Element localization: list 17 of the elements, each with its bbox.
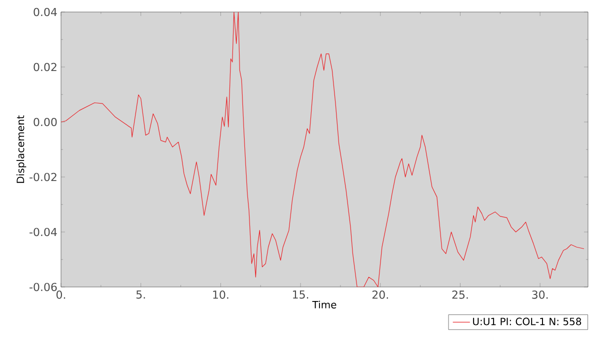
y-tick-label: 0.00 — [34, 118, 57, 126]
y-tick-label: -0.02 — [30, 172, 56, 182]
y-tick-label: 0.02 — [34, 62, 56, 72]
x-tick-label: 15. — [293, 290, 308, 299]
x-tick-label: 5. — [136, 290, 145, 299]
y-tick-label: -0.04 — [30, 228, 57, 236]
legend-label: U:U1 PI: COL-1 N: 558 — [473, 318, 582, 326]
y-axis-title: Displacement — [16, 115, 26, 183]
x-tick-label: 20. — [372, 290, 388, 299]
y-tick-label: 0.04 — [34, 8, 57, 16]
x-tick-label: 30. — [532, 290, 548, 299]
x-tick-label: 25. — [452, 290, 468, 299]
x-tick-label: 0. — [56, 290, 66, 299]
line-series — [61, 12, 584, 287]
x-axis-title: Time — [312, 300, 336, 308]
x-tick-label: 10. — [213, 290, 228, 299]
y-tick-label: -0.06 — [30, 282, 57, 292]
